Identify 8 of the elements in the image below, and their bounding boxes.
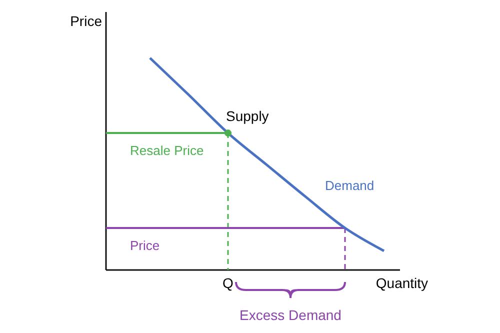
annotation: Supply xyxy=(226,108,269,124)
y-axis-title: Price xyxy=(70,13,102,29)
series-label: Demand xyxy=(325,178,374,194)
text: Excess Demand xyxy=(240,307,342,323)
ref-line-label: Resale Price xyxy=(130,143,204,158)
text: Q xyxy=(222,275,234,291)
x-axis-title: Quantity xyxy=(376,275,428,291)
ref-line-label: Price xyxy=(130,238,160,254)
